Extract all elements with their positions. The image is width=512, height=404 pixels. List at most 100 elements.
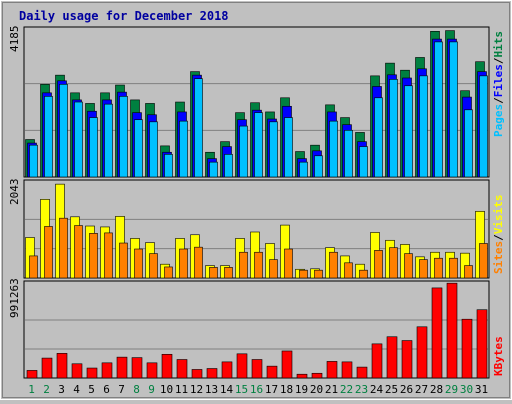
- sites-bar: [479, 243, 488, 279]
- x-day-label: 2: [43, 383, 50, 396]
- pages-bar: [134, 119, 143, 178]
- panel-kbytes: [23, 280, 490, 379]
- x-day-label: 13: [205, 383, 218, 396]
- panel3-max-label: 991263: [8, 278, 21, 318]
- chart-inner-frame: [2, 2, 510, 398]
- kbytes-bar: [356, 366, 368, 379]
- sites-bar: [44, 226, 53, 279]
- kbytes-bar: [401, 340, 413, 379]
- svg-text:KBytes: KBytes: [492, 336, 505, 376]
- kbytes-bar: [191, 369, 203, 379]
- x-day-label: 26: [400, 383, 413, 396]
- x-day-label: 9: [148, 383, 155, 396]
- sites-bar: [344, 262, 353, 279]
- kbytes-bar: [236, 353, 248, 379]
- kbytes-bar: [296, 373, 308, 379]
- pages-bar: [119, 96, 128, 178]
- sites-bar: [239, 251, 248, 279]
- kbytes-bar: [26, 370, 38, 379]
- chart-title: Daily usage for December 2018: [19, 9, 229, 23]
- sites-bar: [104, 232, 113, 279]
- legend-pages: Pages: [492, 104, 505, 137]
- kbytes-bar: [461, 318, 473, 379]
- kbytes-bar: [431, 287, 443, 379]
- sites-bar: [269, 259, 278, 279]
- x-day-label: 5: [88, 383, 95, 396]
- legend-files: Files: [492, 64, 505, 97]
- kbytes-bar: [341, 361, 353, 379]
- pages-bar: [44, 96, 53, 178]
- sites-bar: [194, 246, 203, 279]
- pages-bar: [374, 97, 383, 178]
- pages-bar: [464, 109, 473, 178]
- sites-bar: [329, 251, 338, 279]
- kbytes-bar: [416, 326, 428, 379]
- sites-bar: [59, 217, 68, 279]
- x-day-label: 7: [118, 383, 125, 396]
- x-day-label: 20: [310, 383, 323, 396]
- kbytes-bar: [476, 309, 488, 379]
- kbytes-bar: [446, 282, 458, 379]
- x-day-label: 22: [340, 383, 353, 396]
- legend-panel1: Pages/Files/Hits: [492, 31, 505, 137]
- x-day-label: 3: [58, 383, 65, 396]
- x-day-label: 24: [370, 383, 384, 396]
- sites-bar: [119, 242, 128, 279]
- pages-bar: [419, 75, 428, 178]
- kbytes-bar: [161, 353, 173, 379]
- x-day-label: 25: [385, 383, 398, 396]
- legend-hits: Hits: [492, 31, 505, 58]
- kbytes-bar: [206, 368, 218, 379]
- sites-bar: [299, 269, 308, 279]
- pages-bar: [239, 125, 248, 178]
- x-axis-labels: 1 2 3 4 5 6 7 8 9 10 11 12 13 14 15 16 17 18 19 20 21 22 23 24 2…: [28, 383, 488, 396]
- kbytes-bar: [176, 359, 188, 379]
- sites-bar: [284, 248, 293, 279]
- sites-bar: [224, 267, 233, 279]
- sites-bar: [374, 250, 383, 279]
- sites-bar: [314, 269, 323, 279]
- pages-bar: [104, 103, 113, 178]
- pages-bar: [254, 112, 263, 178]
- sites-bar: [359, 269, 368, 279]
- sites-bar: [149, 253, 158, 279]
- kbytes-bar: [281, 350, 293, 379]
- panel-hits-files-pages: [23, 26, 490, 178]
- x-day-label: 12: [190, 383, 203, 396]
- pages-bar: [344, 130, 353, 178]
- pages-bar: [389, 79, 398, 178]
- sites-bar: [29, 255, 38, 279]
- pages-bar: [479, 75, 488, 178]
- panel-visits-sites: [23, 179, 490, 279]
- kbytes-bar: [386, 336, 398, 379]
- sites-bar: [179, 248, 188, 279]
- x-day-label: 21: [325, 383, 338, 396]
- sites-bar: [464, 265, 473, 279]
- pages-bar: [314, 155, 323, 178]
- x-day-label: 27: [415, 383, 428, 396]
- sites-bar: [434, 257, 443, 279]
- sites-bar: [209, 267, 218, 279]
- kbytes-bar: [101, 362, 113, 379]
- svg-text:Sites/Visits: Sites/Visits: [492, 195, 505, 275]
- pages-bar: [449, 41, 458, 178]
- sites-bar: [74, 225, 83, 279]
- x-day-label: 14: [220, 383, 234, 396]
- pages-bar: [59, 84, 68, 178]
- x-day-label: 15: [235, 383, 248, 396]
- svg-text:Pages/Files/Hits: Pages/Files/Hits: [492, 31, 505, 137]
- pages-bar: [329, 120, 338, 178]
- kbytes-bar: [311, 372, 323, 379]
- pages-bar: [164, 154, 173, 178]
- kbytes-bar: [86, 367, 98, 379]
- sites-bar: [254, 251, 263, 279]
- pages-bar: [89, 117, 98, 178]
- pages-bar: [74, 101, 83, 178]
- x-day-label: 17: [265, 383, 278, 396]
- x-day-label: 29: [445, 383, 458, 396]
- pages-bar: [194, 78, 203, 178]
- legend-sep-1: /: [492, 97, 505, 104]
- kbytes-bar: [41, 357, 53, 379]
